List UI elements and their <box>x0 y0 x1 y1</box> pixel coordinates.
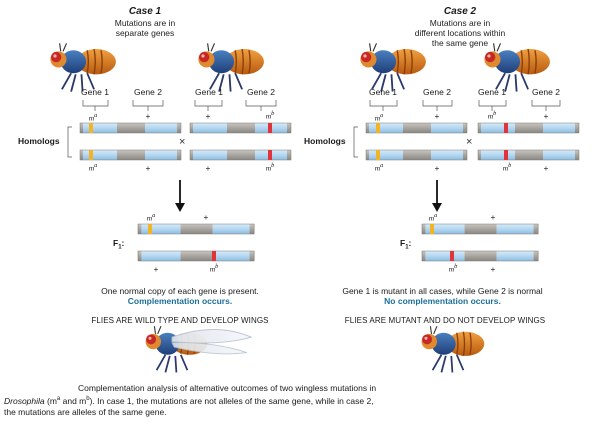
case1-p2-top-allele: mb <box>265 110 275 121</box>
case2-gene2-label: Gene 2 <box>423 87 451 97</box>
case1-p1-top-allele: ma <box>88 112 98 123</box>
case1-parent-fly-1-icon <box>49 42 117 93</box>
case1-p2-top-plus: + <box>205 112 211 121</box>
figure-caption: Complementation analysis of alternative … <box>4 383 564 418</box>
case2-gene1b-label: Gene 1 <box>478 87 506 97</box>
case1-subtitle-2: separate genes <box>115 28 175 38</box>
case2-f1-label: F1: <box>400 238 412 251</box>
case1-title: Case 1 <box>128 6 162 17</box>
case2-p2-top-allele: mb <box>487 110 497 121</box>
case2-homologs-label: Homologs <box>304 136 346 146</box>
case2-subtitle-3: the same gene <box>431 38 489 48</box>
case1-f1-top-allele: ma <box>146 212 156 223</box>
case1-f1-label: F1: <box>113 238 125 251</box>
case2-outcome: No complementation occurs. <box>384 296 501 306</box>
case1-parent2-chromosome-bottom <box>189 149 292 161</box>
case2-parent1-chromosome-bottom <box>365 149 468 161</box>
case2-f1-chromosome-top <box>421 223 539 235</box>
case1-offspring-winged-fly-icon <box>144 325 253 374</box>
case1-f1-bottom-plus: + <box>153 265 159 274</box>
case2-gene1-label: Gene 1 <box>369 87 397 97</box>
case1-message: One normal copy of each gene is present. <box>101 286 259 296</box>
case1-gene1-label: Gene 1 <box>81 87 109 97</box>
case2-parent2-chromosome-bottom <box>477 149 580 161</box>
case2-subtitle-1: Mutations are in <box>429 18 491 28</box>
case2-p2-top-plus: + <box>543 112 549 121</box>
case2-parent1-chromosome-top <box>365 122 468 134</box>
case1-subtitle-1: Mutations are in <box>114 18 176 28</box>
case1-f1-top-plus: + <box>203 213 209 222</box>
case2-f1-bottom-plus: + <box>490 265 496 274</box>
case2-parent2-chromosome-top <box>477 122 580 134</box>
case2-f1-bottom-allele: mb <box>448 263 458 274</box>
case2-p1-bottom-allele: ma <box>374 162 384 173</box>
case2-cross-symbol: × <box>466 136 473 148</box>
case1-down-arrow <box>175 180 185 212</box>
case2-subtitle-2: different locations within <box>414 28 506 38</box>
case1-p1-bottom-plus: + <box>145 164 151 173</box>
caption-line-2: Drosophila (ma and mb). In case 1, the m… <box>4 395 374 406</box>
case1-parent-fly-2-icon <box>197 42 265 93</box>
case2-p1-top-allele: ma <box>374 112 384 123</box>
case1-gene-brackets <box>82 100 277 111</box>
case1-f1-bottom-allele: mb <box>209 263 219 274</box>
case2-title: Case 2 <box>443 6 477 17</box>
case2-result: FLIES ARE MUTANT AND DO NOT DEVELOP WING… <box>344 316 546 325</box>
case1-parent1-chromosome-top <box>79 122 182 134</box>
case2-offspring-wingless-fly-icon <box>420 325 486 374</box>
caption-line-3: the mutations are alleles of the same ge… <box>4 406 167 417</box>
case2-p1-bottom-plus: + <box>434 164 440 173</box>
case1-p2-bottom-plus: + <box>205 164 211 173</box>
case1-parent1-chromosome-bottom <box>79 149 182 161</box>
case1-outcome: Complementation occurs. <box>127 296 233 306</box>
case1-f1-chromosome-top <box>137 223 255 235</box>
case2-parent-fly-2-icon <box>483 42 551 93</box>
case1-p2-bottom-allele: mb <box>265 162 275 173</box>
case2-f1-top-plus: + <box>490 213 496 222</box>
case1-homolog-bracket <box>67 126 72 158</box>
caption-line-1: Complementation analysis of alternative … <box>78 383 377 393</box>
case2-p2-bottom-plus: + <box>543 164 549 173</box>
case2-down-arrow <box>432 180 442 212</box>
case2-homolog-bracket <box>353 126 358 158</box>
case1-gene1b-label: Gene 1 <box>195 87 223 97</box>
case1-parent2-chromosome-top <box>189 122 292 134</box>
case2-gene2b-label: Gene 2 <box>532 87 560 97</box>
case1-p1-bottom-allele: ma <box>88 162 98 173</box>
case1-cross-symbol: × <box>179 136 186 148</box>
case1-result: FLIES ARE WILD TYPE AND DEVELOP WINGS <box>91 316 269 325</box>
case1-homologs-label: Homologs <box>18 136 60 146</box>
case1-gene2-label: Gene 2 <box>134 87 162 97</box>
case1-f1-chromosome-bottom <box>137 250 255 262</box>
case2-p1-top-plus: + <box>434 112 440 121</box>
case2-message: Gene 1 is mutant in all cases, while Gen… <box>342 286 543 296</box>
case1-gene2b-label: Gene 2 <box>247 87 275 97</box>
case2-parent-fly-1-icon <box>359 42 427 93</box>
case1-p1-top-plus: + <box>145 112 151 121</box>
case2-p2-bottom-allele: mb <box>502 162 512 173</box>
case2-gene-brackets <box>369 100 561 111</box>
case2-f1-chromosome-bottom <box>421 250 539 262</box>
case2-f1-top-allele: ma <box>428 212 438 223</box>
